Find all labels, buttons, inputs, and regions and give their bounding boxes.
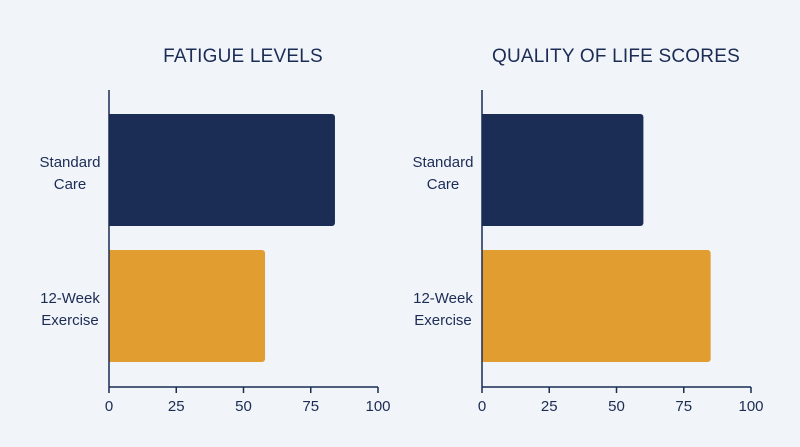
x-tick-label: 0 — [105, 398, 113, 415]
x-tick-label: 50 — [235, 398, 252, 415]
chart-title: FATIGUE LEVELS — [163, 46, 323, 67]
bar-edge — [482, 114, 486, 226]
bar-12-week-exercise — [482, 250, 711, 362]
bar-12-week-exercise — [109, 250, 266, 362]
bar-standard-care — [109, 114, 335, 226]
category-label: 12-Week Exercise — [40, 290, 100, 329]
x-tick-label: 75 — [302, 398, 319, 415]
x-tick-label: 100 — [365, 398, 390, 415]
x-tick-label: 100 — [738, 398, 763, 415]
category-label: 12-Week Exercise — [413, 290, 473, 329]
x-tick-label: 50 — [608, 398, 625, 415]
category-label: Standard Care — [413, 154, 474, 193]
x-tick-label: 0 — [478, 398, 486, 415]
x-tick-label: 25 — [168, 398, 185, 415]
chart-title: QUALITY OF LIFE SCORES — [492, 46, 740, 67]
chart-panel-fatigue: FATIGUE LEVELS Standard Care 12-Week Exercis… — [40, 46, 391, 415]
chart-panel-quality-of-life: QUALITY OF LIFE SCORES Standard Care 12-Wee… — [413, 46, 764, 415]
bar-edge — [109, 250, 113, 362]
x-tick-label: 75 — [675, 398, 692, 415]
bar-standard-care — [482, 114, 644, 226]
bar-edge — [109, 114, 113, 226]
bar-edge — [482, 250, 486, 362]
category-label: Standard Care — [40, 154, 101, 193]
x-tick-label: 25 — [541, 398, 558, 415]
